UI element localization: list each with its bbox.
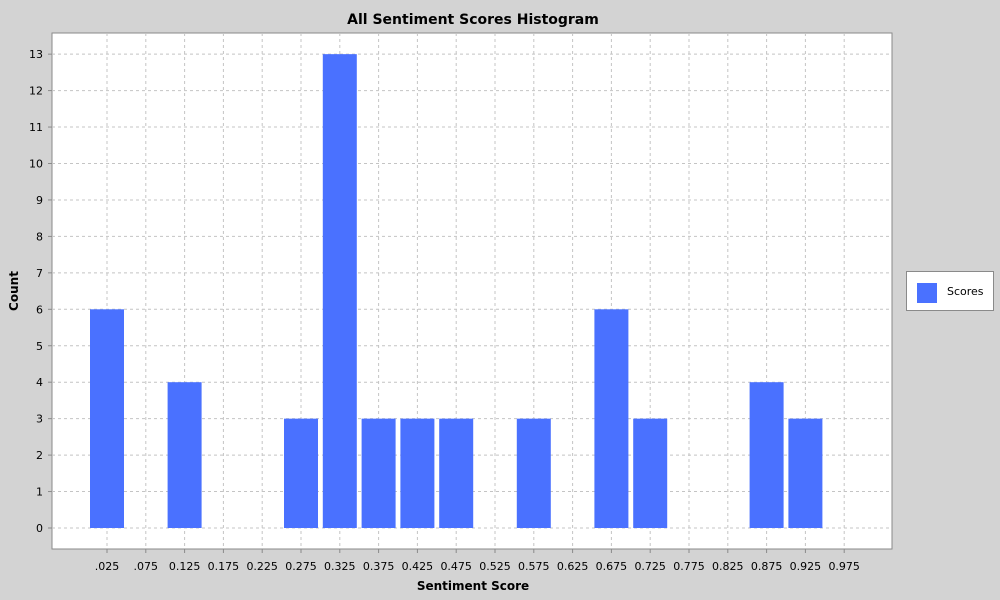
x-tick-label: 0.775 xyxy=(673,560,705,573)
x-tick-label: 0.125 xyxy=(169,560,201,573)
y-tick-label: 6 xyxy=(36,303,43,316)
x-tick-label: 0.825 xyxy=(712,560,744,573)
y-tick-label: 9 xyxy=(36,194,43,207)
histogram-bar xyxy=(322,54,357,529)
chart-legend: Scores xyxy=(906,271,994,311)
histogram-bar xyxy=(167,382,202,528)
legend-label-scores: Scores xyxy=(947,285,984,298)
chart-title: All Sentiment Scores Histogram xyxy=(347,12,599,28)
histogram-bar xyxy=(516,418,551,528)
x-tick-label: 0.475 xyxy=(440,560,472,573)
grid-lines xyxy=(52,33,892,549)
x-tick-label: 0.725 xyxy=(634,560,666,573)
x-tick-label: 0.325 xyxy=(324,560,356,573)
y-tick-label: 1 xyxy=(36,486,43,499)
y-tick-label: 0 xyxy=(36,522,43,535)
y-tick-label: 10 xyxy=(29,158,43,171)
histogram-bar xyxy=(284,418,318,528)
y-tick-label: 13 xyxy=(29,48,43,61)
x-tick-label: 0.275 xyxy=(285,560,317,573)
x-tick-label: .025 xyxy=(95,560,120,573)
x-tick-label: 0.575 xyxy=(518,560,550,573)
x-axis-label: Sentiment Score xyxy=(417,579,529,593)
y-tick-label: 12 xyxy=(29,85,43,98)
y-tick-label: 11 xyxy=(29,121,43,134)
histogram-bar xyxy=(633,418,668,528)
histogram-bar xyxy=(361,418,396,528)
y-tick-label: 5 xyxy=(36,340,43,353)
histogram-bar xyxy=(788,418,823,528)
histogram-bar xyxy=(90,309,124,528)
histogram-bar xyxy=(749,382,784,528)
y-tick-label: 4 xyxy=(36,376,43,389)
y-axis-label: Count xyxy=(7,271,21,311)
x-tick-label: .075 xyxy=(134,560,159,573)
histogram-bar xyxy=(594,309,629,528)
x-tick-label: 0.875 xyxy=(751,560,783,573)
y-tick-label: 2 xyxy=(36,449,43,462)
y-tick-label: 7 xyxy=(36,267,43,280)
x-tick-label: 0.675 xyxy=(596,560,628,573)
x-tick-label: 0.425 xyxy=(402,560,434,573)
histogram-bar xyxy=(439,418,474,528)
histogram-bar xyxy=(400,418,435,528)
x-tick-label: 0.975 xyxy=(828,560,860,573)
legend-swatch-scores xyxy=(917,283,937,303)
x-tick-label: 0.375 xyxy=(363,560,395,573)
x-tick-label: 0.925 xyxy=(790,560,822,573)
bars xyxy=(90,54,823,529)
x-tick-label: 0.525 xyxy=(479,560,511,573)
x-tick-label: 0.225 xyxy=(246,560,278,573)
x-tick-label: 0.625 xyxy=(557,560,589,573)
y-tick-label: 8 xyxy=(36,230,43,243)
y-tick-label: 3 xyxy=(36,413,43,426)
x-tick-label: 0.175 xyxy=(208,560,240,573)
